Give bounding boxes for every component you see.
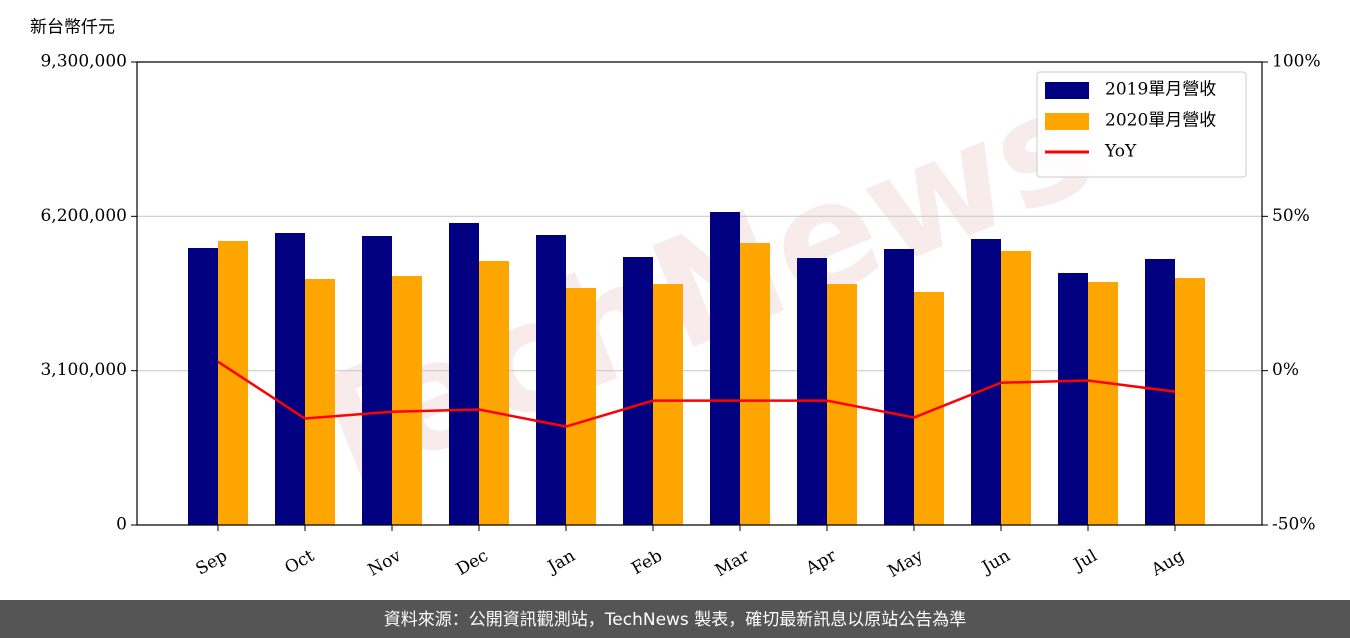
bar [305, 279, 335, 525]
bar [218, 240, 248, 526]
footer-band [0, 600, 1350, 638]
bar [449, 223, 479, 525]
legend-swatch [1045, 113, 1089, 130]
y-axis-label: 新台幣仟元 [30, 18, 115, 38]
legend-label: 2020單月營收 [1105, 111, 1216, 131]
line [217, 360, 1176, 428]
bar [188, 247, 218, 525]
y2-tick-label: 0% [1272, 360, 1299, 380]
bar [710, 212, 740, 525]
legend-label: YoY [1104, 142, 1137, 162]
bar [971, 238, 1001, 526]
y-tick-label: 0 [116, 515, 127, 535]
bar [392, 276, 422, 525]
bar [740, 243, 770, 525]
bar [566, 288, 596, 525]
bar [1058, 272, 1088, 525]
legend-swatch [1045, 82, 1089, 99]
legend-label: 2019單月營收 [1105, 80, 1216, 100]
bar [1088, 281, 1118, 525]
bar [623, 257, 653, 525]
bar [797, 258, 827, 525]
bar [653, 283, 683, 525]
plot-frame [136, 61, 1263, 526]
y-tick-label: 9,300,000 [40, 52, 127, 72]
y2-tick-label: 100% [1272, 52, 1321, 72]
bar [1001, 250, 1031, 526]
bar [275, 233, 305, 525]
bar [1175, 278, 1205, 525]
y2-tick-label: 50% [1272, 206, 1310, 226]
bar [362, 235, 392, 525]
y-tick-label: 3,100,000 [40, 360, 127, 380]
bar [884, 248, 914, 526]
y-tick-label: 6,200,000 [40, 206, 127, 226]
bar [536, 235, 566, 525]
legend-box [1036, 71, 1247, 178]
y2-tick-label: -50% [1272, 515, 1316, 535]
footer: 資料來源：公開資訊觀測站，TechNews 製表，確切最新訊息以原站公告為準 [384, 610, 966, 630]
bar [479, 260, 509, 525]
